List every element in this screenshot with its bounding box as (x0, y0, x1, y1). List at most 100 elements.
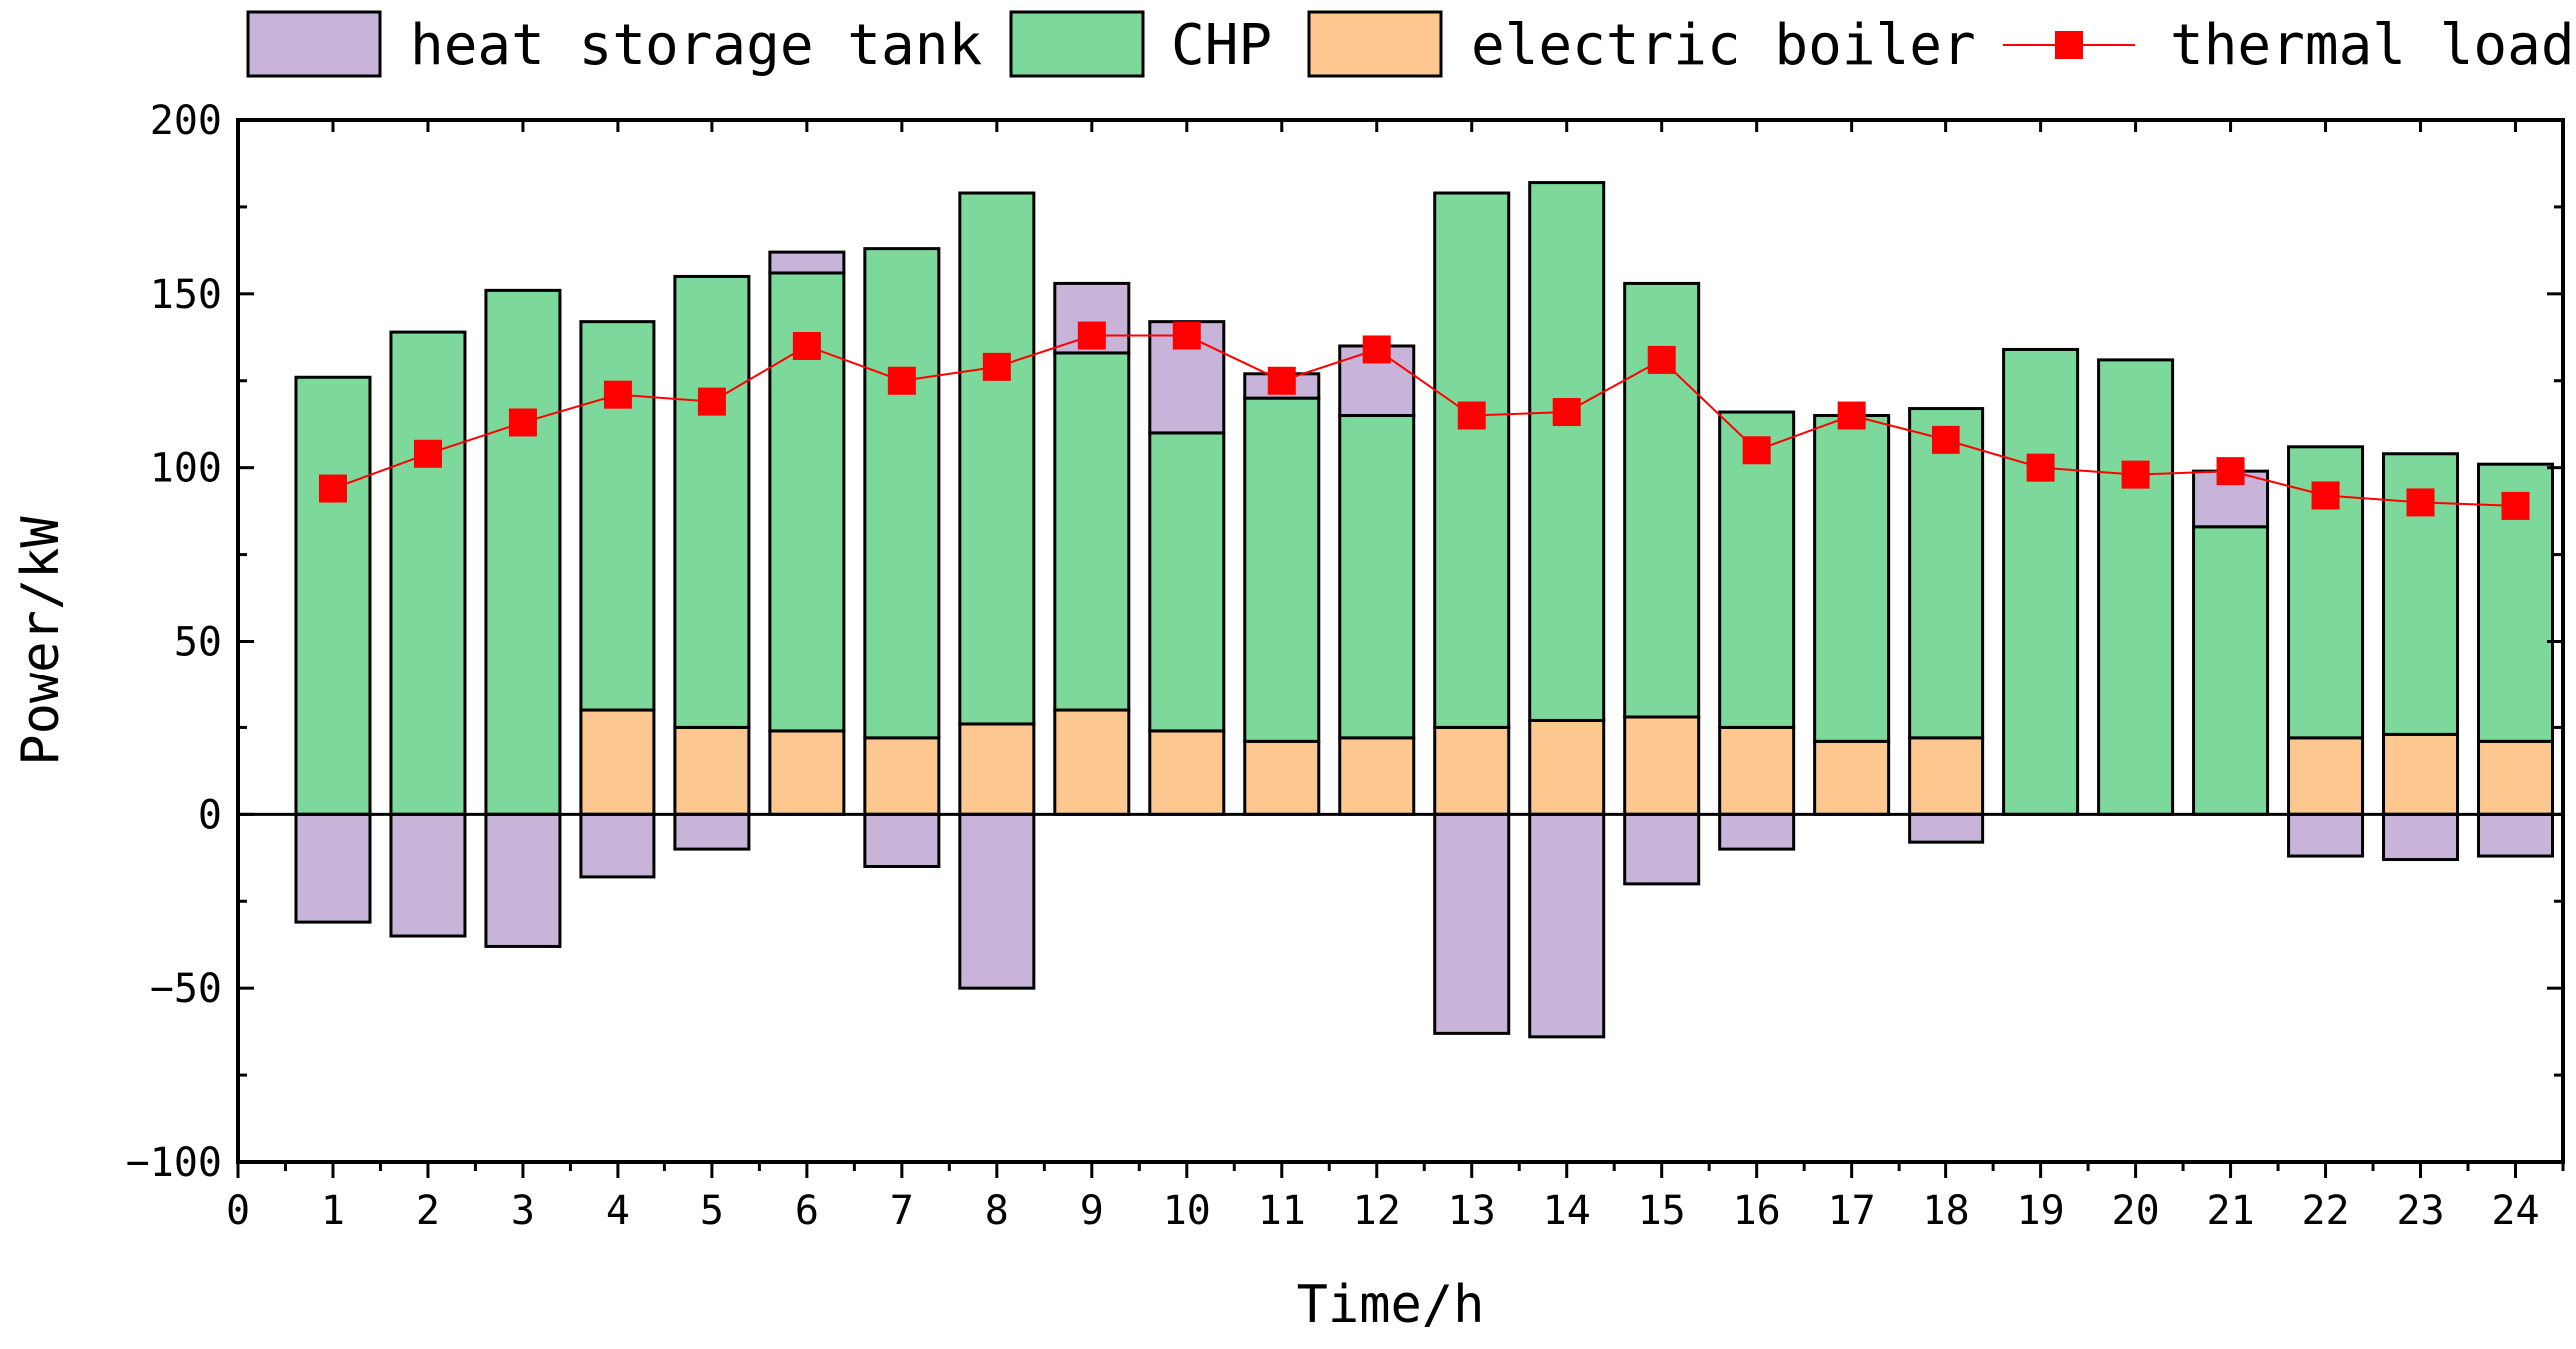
thermal-load-marker-23 (2406, 488, 2435, 517)
heat-storage-discharge-bar-5 (673, 812, 751, 851)
heat-storage-discharge-bar-1 (294, 812, 372, 924)
x-tick-label: 13 (1448, 1188, 1496, 1234)
electric-boiler-bar-6 (768, 729, 846, 816)
chp-bar-18 (1908, 407, 1985, 740)
heat-storage-discharge-bar-18 (1908, 812, 1985, 844)
y-axis-title: Power/kW (11, 516, 71, 766)
chp-bar-8 (958, 191, 1036, 726)
thermal-load-marker-17 (1837, 401, 1866, 430)
chp-bar-12 (1338, 414, 1416, 740)
chp-bar-7 (863, 247, 941, 740)
chp-bar-21 (2192, 525, 2270, 816)
y-tick-label: −50 (150, 966, 222, 1012)
thermal-load-marker-22 (2311, 481, 2340, 510)
legend-heat-storage-tank-swatch (246, 10, 382, 78)
x-tick-label: 23 (2396, 1188, 2444, 1234)
electric-boiler-bar-14 (1528, 718, 1606, 816)
x-tick-label: 21 (2206, 1188, 2254, 1234)
thermal-load-marker-20 (2121, 460, 2150, 489)
x-tick-label: 0 (226, 1188, 250, 1234)
chp-bar-16 (1718, 410, 1796, 729)
x-tick-label: 17 (1828, 1188, 1876, 1234)
x-tick-label: 12 (1353, 1188, 1401, 1234)
heat-storage-discharge-bar-8 (958, 812, 1036, 990)
chp-bar-20 (2097, 358, 2175, 816)
y-tick-label: −100 (126, 1140, 222, 1186)
electric-boiler-bar-5 (673, 725, 751, 816)
electric-boiler-bar-13 (1433, 725, 1511, 816)
thermal-load-marker-14 (1552, 398, 1581, 427)
chp-bar-14 (1528, 181, 1606, 722)
x-tick-label: 20 (2112, 1188, 2160, 1234)
thermal-load-marker-15 (1647, 345, 1676, 374)
chp-bar-19 (2002, 347, 2080, 816)
x-tick-label: 7 (890, 1188, 914, 1234)
thermal-load-marker-6 (792, 331, 821, 360)
electric-boiler-bar-11 (1243, 739, 1321, 816)
electric-boiler-bar-4 (579, 708, 656, 816)
legend-thermal-load-label: thermal load (2170, 13, 2575, 78)
thermal-load-marker-19 (2026, 453, 2055, 482)
y-tick-label: 150 (150, 272, 222, 318)
legend-thermal-load-swatch-marker (2055, 31, 2083, 59)
thermal-load-marker-4 (603, 380, 632, 409)
legend-electric-boiler-swatch (1307, 10, 1443, 78)
x-tick-label: 16 (1733, 1188, 1781, 1234)
heat-storage-discharge-bar-13 (1433, 812, 1511, 1035)
x-tick-label: 14 (1543, 1188, 1591, 1234)
y-tick-label: 100 (150, 446, 222, 492)
heat-storage-charge-bar-6 (768, 250, 846, 275)
x-tick-label: 10 (1163, 1188, 1211, 1234)
thermal-load-line (332, 334, 2516, 507)
electric-boiler-bar-16 (1718, 725, 1796, 816)
thermal-load-marker-10 (1172, 321, 1201, 350)
chp-bar-2 (389, 330, 467, 816)
electric-boiler-bar-10 (1148, 729, 1226, 816)
thermal-load-marker-1 (318, 474, 347, 503)
chp-bar-1 (294, 375, 372, 816)
electric-boiler-bar-9 (1053, 708, 1131, 816)
x-tick-label: 6 (795, 1188, 819, 1234)
thermal-load-marker-2 (413, 439, 442, 468)
thermal-load-marker-12 (1362, 335, 1391, 364)
x-tick-label: 19 (2017, 1188, 2065, 1234)
legend-heat-storage-tank-label: heat storage tank (410, 13, 982, 78)
electric-boiler-bar-7 (863, 736, 941, 816)
electric-boiler-bar-15 (1623, 715, 1701, 816)
thermal-load-marker-24 (2501, 491, 2530, 520)
heat-storage-discharge-bar-24 (2477, 812, 2555, 858)
x-tick-label: 5 (700, 1188, 724, 1234)
legend-chp-label: CHP (1171, 13, 1272, 78)
electric-boiler-bar-18 (1908, 736, 1985, 816)
thermal-load-marker-9 (1077, 321, 1106, 350)
heat-storage-discharge-bar-7 (863, 812, 941, 868)
chp-bar-17 (1813, 414, 1891, 743)
chp-bar-9 (1053, 351, 1131, 712)
heat-storage-discharge-bar-14 (1528, 812, 1606, 1039)
thermal-load-line-layer (318, 321, 2530, 520)
x-tick-label: 4 (606, 1188, 630, 1234)
chp-bar-3 (484, 288, 562, 816)
x-tick-label: 22 (2301, 1188, 2349, 1234)
y-tick-label: 200 (150, 98, 222, 144)
x-tick-label: 15 (1638, 1188, 1686, 1234)
legend: heat storage tank CHP electric boiler therm… (246, 10, 2575, 78)
x-tick-label: 2 (416, 1188, 440, 1234)
thermal-load-marker-11 (1267, 366, 1296, 395)
heat-storage-discharge-bar-15 (1623, 812, 1701, 886)
thermal-load-marker-8 (982, 352, 1011, 381)
thermal-load-marker-3 (508, 408, 537, 437)
thermal-load-marker-21 (2216, 457, 2245, 486)
heat-storage-discharge-bar-23 (2382, 812, 2460, 862)
heat-storage-discharge-bar-16 (1718, 812, 1796, 851)
x-tick-label: 8 (985, 1188, 1009, 1234)
electric-boiler-bar-22 (2287, 736, 2365, 816)
heat-storage-discharge-bar-3 (484, 812, 562, 948)
thermal-load-marker-5 (697, 387, 726, 416)
legend-chp-swatch (1009, 10, 1145, 78)
chp-bar-11 (1243, 396, 1321, 743)
thermal-load-marker-18 (1932, 425, 1960, 454)
x-tick-label: 3 (511, 1188, 535, 1234)
